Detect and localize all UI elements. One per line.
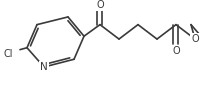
Text: O: O [96, 0, 103, 10]
Text: O: O [171, 46, 179, 56]
Text: Cl: Cl [3, 48, 13, 59]
Text: N: N [40, 62, 48, 72]
Text: O: O [190, 34, 198, 44]
